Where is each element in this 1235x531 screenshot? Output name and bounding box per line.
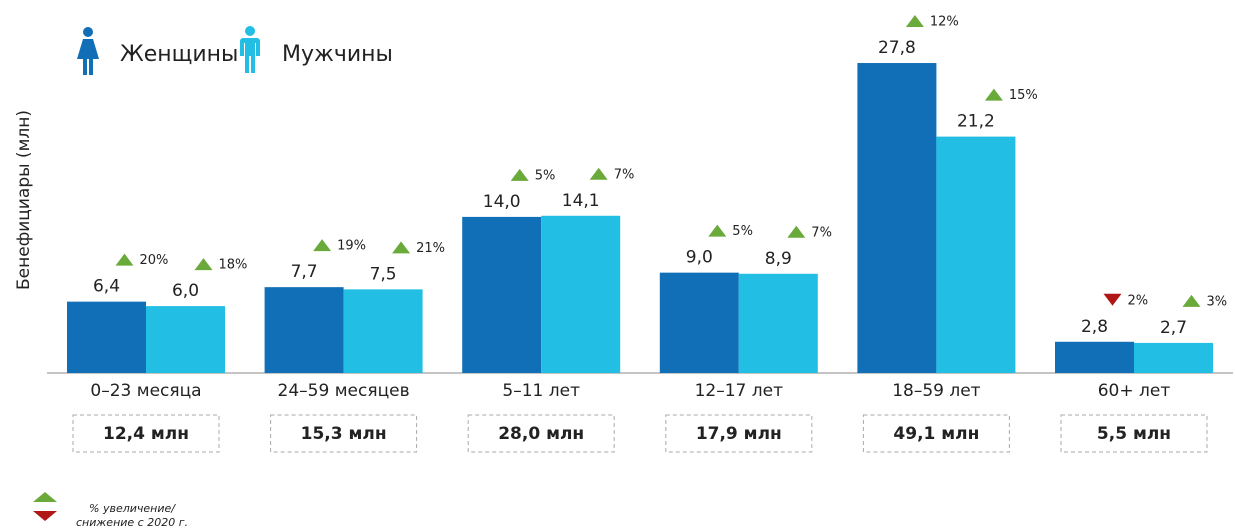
- note: % увеличение/: [89, 502, 176, 515]
- bar: [67, 301, 146, 373]
- change-label: 15%: [1009, 88, 1038, 103]
- change-icon: [905, 15, 924, 28]
- total-label: 49,1 млн: [893, 424, 979, 444]
- change-label: 7%: [614, 167, 635, 182]
- change-label: 5%: [535, 168, 556, 183]
- change-icon: [589, 167, 608, 180]
- total-label: 17,9 млн: [696, 424, 782, 444]
- change-label: 7%: [811, 225, 832, 240]
- change-label: 20%: [140, 253, 169, 268]
- change-icon: [194, 258, 213, 271]
- change-icon: [392, 241, 411, 254]
- change-icon: [787, 225, 806, 238]
- x-tick-label: 0–23 месяца: [90, 381, 201, 401]
- legend-women-icon: [77, 27, 99, 75]
- total-box: [862, 414, 1010, 453]
- total-box: [467, 414, 615, 453]
- change-icon: [115, 253, 134, 266]
- x-tick-label: 24–59 месяцев: [278, 381, 410, 401]
- change-label: 3%: [1207, 294, 1228, 309]
- change-label: 12%: [930, 15, 959, 30]
- bar: [659, 272, 739, 373]
- x-tick-label: 18–59 лет: [892, 381, 980, 401]
- bar: [1134, 342, 1213, 373]
- total-box: [72, 414, 220, 453]
- change-icon: [708, 224, 727, 237]
- note-down-icon: [33, 511, 57, 521]
- bar: [936, 136, 1016, 373]
- value-label: 27,8: [878, 38, 916, 58]
- change-label: 21%: [416, 241, 445, 256]
- bar: [738, 273, 818, 373]
- change-icon: [313, 239, 332, 252]
- bar: [541, 215, 621, 373]
- bar: [146, 306, 225, 373]
- x-tick-label: 12–17 лет: [695, 381, 783, 401]
- total-box: [665, 414, 813, 453]
- value-label: 9,0: [686, 248, 713, 268]
- change-icon: [510, 168, 529, 181]
- value-label: 6,4: [93, 277, 120, 297]
- change-icon: [1103, 293, 1122, 306]
- legend-label: Женщины: [120, 42, 238, 67]
- total-box: [1060, 414, 1208, 453]
- legend-label: Мужчины: [282, 42, 393, 67]
- value-label: 6,0: [172, 281, 199, 301]
- bar: [462, 216, 542, 373]
- change-label: 2%: [1128, 293, 1149, 308]
- note-up-icon: [33, 492, 57, 502]
- bar: [857, 63, 937, 373]
- value-label: 2,8: [1081, 317, 1108, 337]
- total-label: 28,0 млн: [498, 424, 584, 444]
- change-icon: [1182, 294, 1201, 307]
- total-box: [270, 414, 418, 453]
- value-label: 14,1: [562, 191, 600, 211]
- change-icon: [984, 88, 1003, 101]
- total-label: 12,4 млн: [103, 424, 189, 444]
- total-label: 5,5 млн: [1097, 424, 1171, 444]
- value-label: 8,9: [765, 249, 792, 269]
- change-label: 18%: [219, 258, 248, 273]
- value-label: 7,5: [370, 264, 397, 284]
- x-tick-label: 5–11 лет: [502, 381, 580, 401]
- value-label: 7,7: [291, 262, 318, 282]
- x-tick-label: 60+ лет: [1098, 381, 1171, 401]
- legend-men-icon: [240, 26, 260, 73]
- change-label: 19%: [337, 239, 366, 254]
- total-label: 15,3 млн: [301, 424, 387, 444]
- value-label: 14,0: [483, 192, 521, 212]
- bar: [343, 289, 423, 373]
- value-label: 2,7: [1160, 318, 1187, 338]
- bar: [264, 287, 344, 373]
- value-label: 21,2: [957, 112, 995, 132]
- bar: [1055, 341, 1134, 373]
- change-label: 5%: [732, 224, 753, 239]
- y-axis-label: Бенефициары (млн): [14, 110, 34, 290]
- note: снижение с 2020 г.: [76, 516, 188, 529]
